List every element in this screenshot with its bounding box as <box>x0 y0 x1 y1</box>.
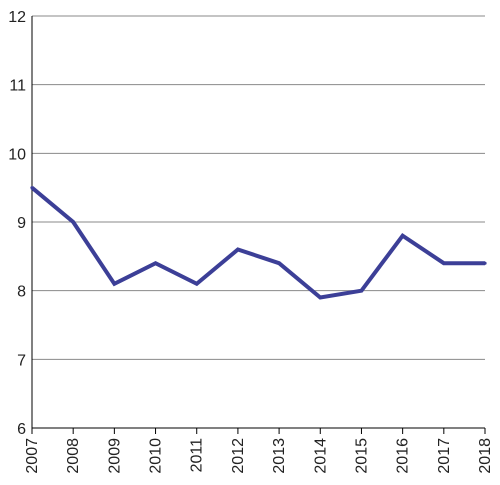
data-point <box>30 186 34 190</box>
data-point <box>236 247 240 252</box>
y-tick-label: 6 <box>17 421 26 438</box>
y-tick-label: 10 <box>8 146 26 163</box>
data-point <box>318 295 322 300</box>
y-tick-label: 8 <box>17 284 26 301</box>
y-tick-label: 12 <box>8 9 26 26</box>
x-tick-label: 2017 <box>436 438 453 474</box>
x-tick-labels: 2007 2008 2009 2010 2011 2012 2013 2014 2015 2016… <box>24 438 494 474</box>
x-tick-label: 2016 <box>395 438 412 474</box>
x-tick-label: 2009 <box>106 438 123 474</box>
x-tick-label: 2011 <box>189 438 206 473</box>
x-tick-label: 2015 <box>353 438 370 474</box>
data-point <box>277 261 281 265</box>
data-point <box>153 261 158 265</box>
data-point <box>112 282 116 286</box>
x-tick-label: 2012 <box>230 438 247 474</box>
x-tick-label: 2014 <box>312 438 329 474</box>
x-tick-label: 2008 <box>65 438 82 474</box>
y-tick-label: 9 <box>17 215 26 232</box>
x-tick-label: 2018 <box>477 438 494 474</box>
x-tick-label: 2010 <box>148 438 165 474</box>
axes <box>31 16 486 434</box>
x-tick-label: 2013 <box>271 438 288 474</box>
data-point <box>359 289 364 293</box>
y-tick-label: 11 <box>9 78 26 95</box>
y-tick-labels: 6 7 8 9 10 11 12 <box>8 9 26 438</box>
x-tick-label: 2007 <box>24 438 41 474</box>
data-point <box>195 282 199 286</box>
data-point <box>71 220 75 224</box>
series-line <box>30 186 485 300</box>
y-tick-label: 7 <box>17 352 26 369</box>
data-point <box>401 234 405 238</box>
series-layer <box>30 186 487 300</box>
gridlines <box>32 15 485 360</box>
data-point <box>483 261 487 265</box>
data-point <box>442 261 446 265</box>
